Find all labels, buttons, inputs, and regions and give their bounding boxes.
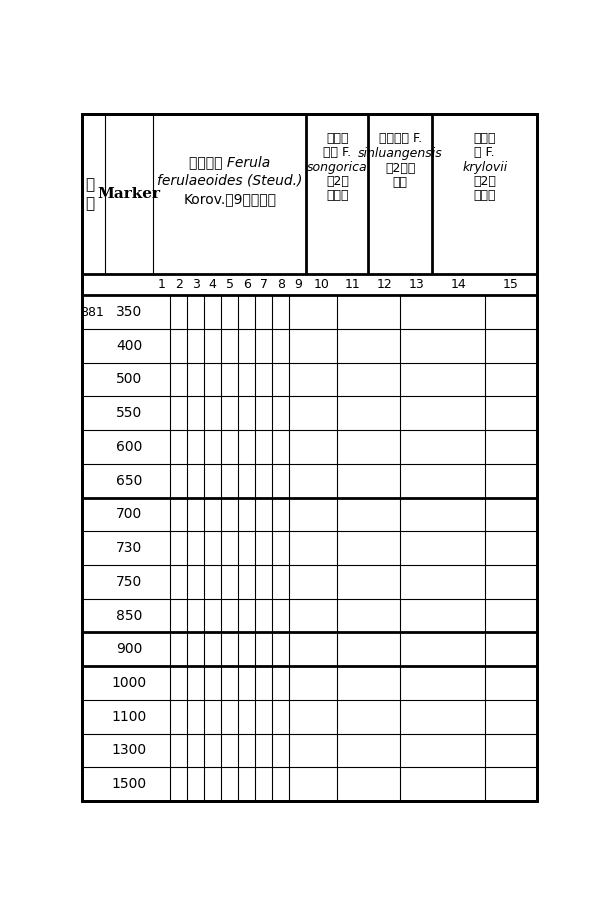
Text: 8: 8 <box>277 278 285 291</box>
Text: 9: 9 <box>294 278 302 291</box>
Text: （2份: （2份 <box>326 175 349 189</box>
Text: 样品）: 样品） <box>474 190 496 202</box>
Text: 900: 900 <box>116 642 142 657</box>
Text: 700: 700 <box>116 507 142 522</box>
Text: 1300: 1300 <box>111 744 147 757</box>
Text: 650: 650 <box>116 473 142 488</box>
Text: ferulaeoides (Steud.): ferulaeoides (Steud.) <box>157 173 303 188</box>
Text: 881: 881 <box>80 306 104 318</box>
Text: 14: 14 <box>451 278 466 291</box>
Text: 350: 350 <box>116 305 142 319</box>
Text: 750: 750 <box>116 575 142 589</box>
Text: 准噶尔: 准噶尔 <box>326 132 349 145</box>
Text: 850: 850 <box>116 609 142 622</box>
Text: 物: 物 <box>86 196 95 211</box>
Text: 1: 1 <box>158 278 165 291</box>
Text: Korov.（9份样品）: Korov.（9份样品） <box>183 192 276 206</box>
Text: 7: 7 <box>260 278 268 291</box>
Text: 4: 4 <box>209 278 217 291</box>
Text: 400: 400 <box>116 339 142 353</box>
Text: 11: 11 <box>345 278 361 291</box>
Text: 新疆阿魏 F.: 新疆阿魏 F. <box>379 132 422 145</box>
Text: 5: 5 <box>226 278 234 291</box>
Text: 1100: 1100 <box>111 710 147 724</box>
Text: 500: 500 <box>116 373 142 386</box>
Text: Marker: Marker <box>97 188 161 201</box>
Text: 10: 10 <box>314 278 330 291</box>
Text: 阿魏 F.: 阿魏 F. <box>323 146 352 160</box>
Text: 2: 2 <box>175 278 182 291</box>
Text: krylovii: krylovii <box>462 161 507 174</box>
Text: 12: 12 <box>376 278 392 291</box>
Text: 3: 3 <box>191 278 199 291</box>
Text: （2份样: （2份样 <box>385 161 416 175</box>
Text: sinluangensis: sinluangensis <box>358 147 443 160</box>
Text: 13: 13 <box>408 278 424 291</box>
Text: 魏 F.: 魏 F. <box>474 146 495 160</box>
Text: 样品）: 样品） <box>326 190 349 202</box>
Text: 多伞阿魏 Ferula: 多伞阿魏 Ferula <box>189 155 271 169</box>
Text: 730: 730 <box>116 541 142 555</box>
Text: 600: 600 <box>116 440 142 454</box>
Text: 6: 6 <box>243 278 251 291</box>
Text: 1000: 1000 <box>111 676 147 690</box>
Text: 品）: 品） <box>393 176 408 190</box>
Text: 1500: 1500 <box>111 777 147 791</box>
Text: （2份: （2份 <box>474 175 496 189</box>
Text: 550: 550 <box>116 406 142 420</box>
Text: 引: 引 <box>86 178 95 192</box>
Text: songorica: songorica <box>307 161 368 174</box>
Text: 托里阿: 托里阿 <box>474 132 496 145</box>
Text: 15: 15 <box>503 278 519 291</box>
